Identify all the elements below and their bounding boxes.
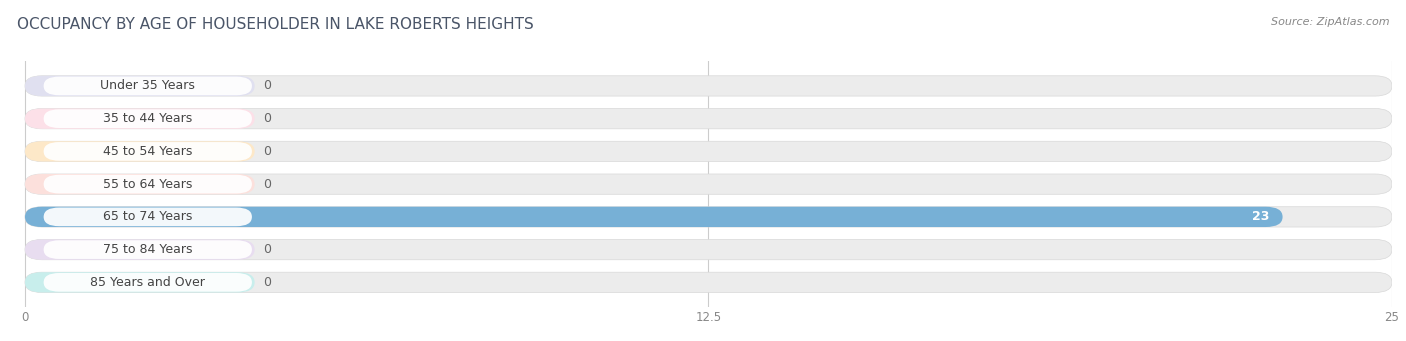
FancyBboxPatch shape [25,207,1392,227]
Text: OCCUPANCY BY AGE OF HOUSEHOLDER IN LAKE ROBERTS HEIGHTS: OCCUPANCY BY AGE OF HOUSEHOLDER IN LAKE … [17,17,534,32]
FancyBboxPatch shape [25,76,254,96]
Text: 55 to 64 Years: 55 to 64 Years [103,178,193,191]
FancyBboxPatch shape [25,174,1392,194]
FancyBboxPatch shape [25,239,1392,260]
FancyBboxPatch shape [25,207,1282,227]
Text: 23: 23 [1251,210,1268,223]
FancyBboxPatch shape [44,77,252,95]
FancyBboxPatch shape [25,108,254,129]
Text: 75 to 84 Years: 75 to 84 Years [103,243,193,256]
Text: 0: 0 [263,145,271,158]
Text: 0: 0 [263,79,271,92]
Text: 0: 0 [263,276,271,289]
FancyBboxPatch shape [44,175,252,193]
FancyBboxPatch shape [25,174,254,194]
FancyBboxPatch shape [44,109,252,128]
FancyBboxPatch shape [25,239,254,260]
FancyBboxPatch shape [25,141,254,162]
Text: 85 Years and Over: 85 Years and Over [90,276,205,289]
FancyBboxPatch shape [44,240,252,259]
FancyBboxPatch shape [25,272,254,293]
Text: Under 35 Years: Under 35 Years [100,79,195,92]
Text: 0: 0 [263,243,271,256]
FancyBboxPatch shape [25,76,1392,96]
FancyBboxPatch shape [25,141,1392,162]
Text: 45 to 54 Years: 45 to 54 Years [103,145,193,158]
FancyBboxPatch shape [25,108,1392,129]
FancyBboxPatch shape [25,272,1392,293]
FancyBboxPatch shape [44,273,252,292]
Text: 65 to 74 Years: 65 to 74 Years [103,210,193,223]
Text: 35 to 44 Years: 35 to 44 Years [103,112,193,125]
FancyBboxPatch shape [44,142,252,161]
Text: Source: ZipAtlas.com: Source: ZipAtlas.com [1271,17,1389,27]
Text: 0: 0 [263,178,271,191]
Text: 0: 0 [263,112,271,125]
FancyBboxPatch shape [44,208,252,226]
